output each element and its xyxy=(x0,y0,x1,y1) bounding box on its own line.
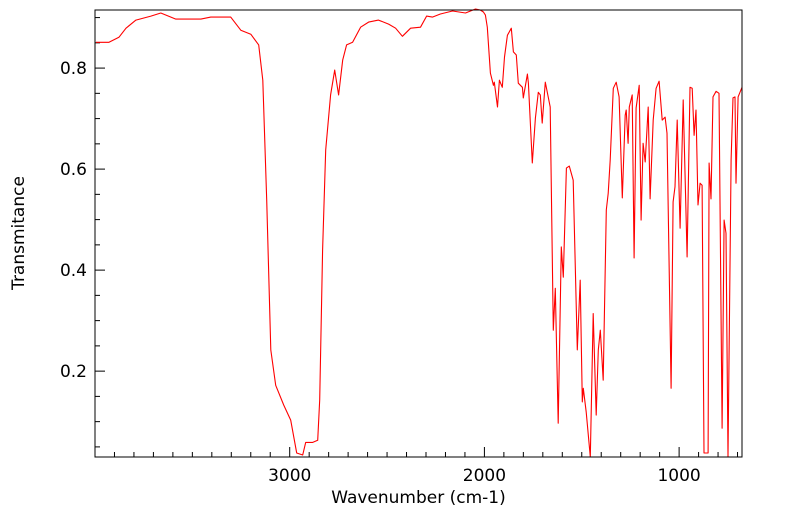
x-axis-label: Wavenumber (cm-1) xyxy=(331,488,506,508)
spectrum-line xyxy=(96,8,743,458)
y-tick-label: 0.4 xyxy=(60,261,87,281)
y-tick-label: 0.6 xyxy=(60,160,87,180)
y-axis-label: Transmitance xyxy=(9,176,29,291)
y-tick-label: 0.8 xyxy=(60,59,87,79)
x-tick-label: 2000 xyxy=(463,466,506,486)
y-tick-label: 0.2 xyxy=(60,362,87,382)
axis-ticks xyxy=(94,17,739,457)
tick-labels: 3000 2000 1000 0.2 0.4 0.6 0.8 xyxy=(60,59,701,486)
x-tick-label: 1000 xyxy=(657,466,700,486)
x-tick-label: 3000 xyxy=(268,466,311,486)
plot-frame xyxy=(94,9,743,458)
